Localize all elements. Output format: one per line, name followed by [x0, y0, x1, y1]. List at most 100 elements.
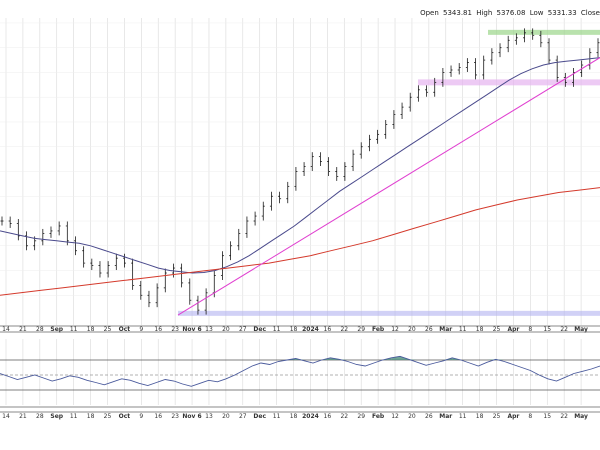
- x-tick-label: 18: [476, 326, 484, 333]
- x-tick-label: Mar: [439, 326, 452, 333]
- close-label: Close: [580, 9, 600, 17]
- price-bar: [245, 216, 249, 238]
- x-tick-label: Oct: [119, 413, 131, 420]
- price-bar: [294, 167, 298, 191]
- price-bar: [163, 268, 167, 293]
- price-bar: [286, 181, 290, 204]
- oscillator-line: [0, 355, 600, 387]
- x-tick-label: 26: [425, 326, 433, 333]
- x-tick-label: 25: [104, 326, 112, 333]
- x-tick-label: 20: [408, 326, 416, 333]
- x-tick-label: 25: [493, 326, 501, 333]
- x-tick-label: 27: [239, 413, 247, 420]
- price-bar: [547, 38, 551, 65]
- price-bar: [73, 236, 77, 256]
- price-bar: [539, 30, 543, 48]
- x-tick-label: 21: [19, 413, 27, 420]
- price-bar: [327, 157, 331, 176]
- price-bar: [367, 134, 371, 152]
- x-tick-label: 11: [70, 326, 78, 333]
- x-tick-label: 11: [273, 413, 281, 420]
- x-tick-label: 22: [560, 413, 568, 420]
- price-bar: [139, 280, 143, 300]
- price-zones: [178, 29, 600, 316]
- x-tick-label: 8: [528, 326, 532, 333]
- price-bar: [261, 201, 265, 221]
- price-bar: [204, 288, 208, 315]
- price-bar: [506, 35, 510, 53]
- price-bar: [98, 261, 102, 278]
- price-bar: [16, 219, 20, 241]
- x-tick-label: 14: [2, 326, 10, 333]
- x-tick-label: May: [574, 326, 588, 333]
- chart-grid: [0, 18, 600, 413]
- x-tick-label: 11: [273, 326, 281, 333]
- x-tick-label: 28: [36, 326, 44, 333]
- price-bar: [24, 231, 28, 251]
- x-tick-label: 25: [493, 413, 501, 420]
- x-tick-label: Apr: [507, 326, 519, 333]
- open-label: Open: [420, 9, 439, 17]
- price-bar: [351, 149, 355, 172]
- x-tick-label: 21: [19, 326, 27, 333]
- x-tick-label: Nov 6: [182, 326, 201, 333]
- high-value: 5376.08: [496, 9, 526, 17]
- price-bar: [318, 152, 322, 167]
- x-tick-label: 20: [222, 413, 230, 420]
- x-tick-label: 2024: [302, 413, 319, 420]
- x-tick-label: 11: [70, 413, 78, 420]
- price-bar: [441, 68, 445, 87]
- x-tick-label: 18: [476, 413, 484, 420]
- price-bar: [155, 283, 159, 308]
- price-bar: [343, 162, 347, 181]
- support-base-zone: [178, 310, 600, 316]
- x-tick-label: Mar: [439, 413, 452, 420]
- x-tick-label: 15: [543, 413, 551, 420]
- price-bar: [596, 38, 600, 58]
- x-tick-label: 27: [239, 326, 247, 333]
- x-tick-label: 23: [171, 326, 179, 333]
- low-label: Low: [529, 9, 544, 17]
- price-bar: [180, 263, 184, 288]
- x-tick-label: 13: [205, 326, 213, 333]
- price-bar: [498, 43, 502, 58]
- x-tick-label: Feb: [372, 413, 385, 420]
- price-bar: [392, 110, 396, 129]
- price-bar: [220, 251, 224, 280]
- x-tick-label: 20: [222, 326, 230, 333]
- x-tick-label: 22: [560, 326, 568, 333]
- x-tick-label: Apr: [507, 413, 519, 420]
- x-tick-label: 14: [2, 413, 10, 420]
- date-axis: 14 14 21 21 28 28 Sep Sep 11 11 18 18 25 25 Oct Oct 9 9 16…: [2, 326, 588, 420]
- x-tick-label: Dec: [253, 326, 266, 333]
- price-bar: [229, 241, 233, 261]
- x-tick-label: Oct: [119, 326, 131, 333]
- price-bar: [49, 226, 53, 238]
- x-tick-label: 25: [104, 413, 112, 420]
- trendline: [177, 57, 600, 316]
- price-bar: [384, 120, 388, 139]
- moving-average-long-line: [0, 187, 600, 296]
- price-bar: [147, 290, 151, 308]
- price-bar: [400, 102, 404, 120]
- x-tick-label: 28: [36, 413, 44, 420]
- price-bar: [0, 216, 4, 226]
- price-bar: [514, 33, 518, 45]
- price-bar: [302, 162, 306, 176]
- price-bar: [531, 28, 535, 40]
- x-tick-label: 18: [290, 326, 298, 333]
- x-tick-label: 12: [391, 326, 399, 333]
- x-tick-label: 16: [324, 326, 332, 333]
- price-bar: [57, 221, 61, 236]
- price-series: [0, 28, 600, 316]
- x-tick-label: 29: [357, 326, 365, 333]
- price-bar: [523, 28, 527, 43]
- x-tick-label: 8: [528, 413, 532, 420]
- x-tick-label: 2024: [302, 326, 319, 333]
- x-tick-label: 18: [290, 413, 298, 420]
- price-bar: [376, 129, 380, 144]
- oscillator-panel: [0, 355, 600, 391]
- price-bar: [114, 253, 118, 271]
- x-tick-label: 12: [391, 413, 399, 420]
